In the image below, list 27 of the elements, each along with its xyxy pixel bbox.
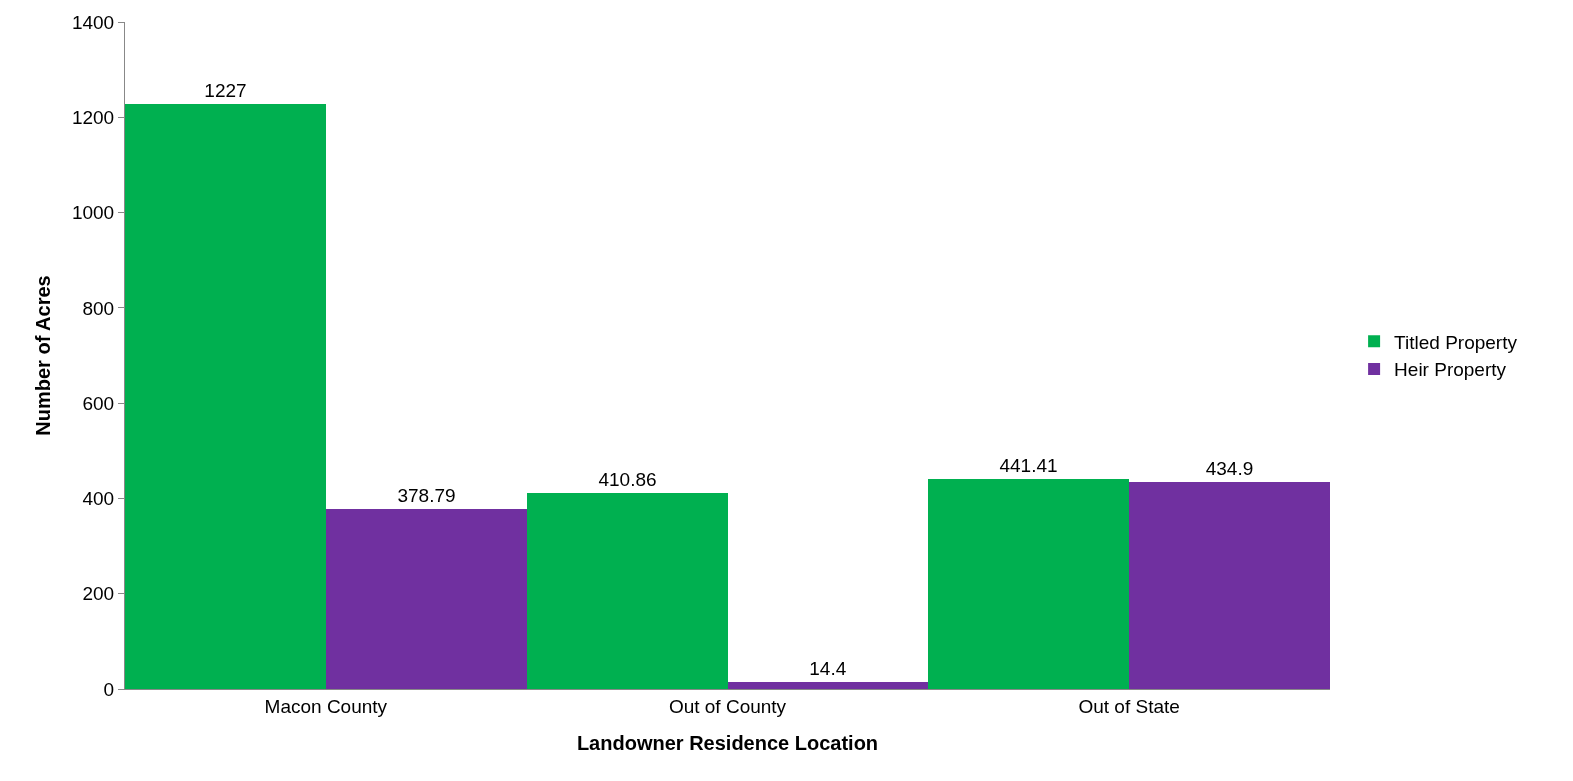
- x-tick-label: Out of State: [1078, 695, 1180, 717]
- y-tick-label: 800: [82, 297, 115, 319]
- data-label: 14.4: [809, 658, 847, 679]
- legend-label: Titled Property: [1394, 331, 1518, 353]
- y-tick-label: 1000: [71, 202, 115, 224]
- bar: [1129, 482, 1330, 689]
- legend-label: Heir Property: [1394, 359, 1507, 381]
- x-tick-label: Macon County: [264, 695, 388, 717]
- bar: [326, 509, 527, 689]
- bar: [928, 479, 1129, 689]
- bar: [125, 104, 326, 689]
- y-tick-label: 600: [82, 392, 115, 414]
- data-label: 434.9: [1205, 458, 1254, 479]
- bar: [527, 493, 728, 689]
- x-tick-label: Out of County: [668, 695, 787, 717]
- y-tick-label: 200: [82, 583, 115, 605]
- bar: [728, 682, 928, 689]
- y-tick-label: 1200: [71, 106, 115, 128]
- x-axis-title: Landowner Residence Location: [576, 732, 879, 755]
- data-label: 1227: [204, 80, 247, 101]
- y-axis-title: Number of Acres: [32, 275, 55, 436]
- y-tick-label: 1400: [71, 11, 115, 33]
- y-tick-label: 400: [82, 488, 115, 510]
- data-label: 378.79: [397, 485, 456, 506]
- data-label: 441.41: [999, 455, 1058, 476]
- data-label: 410.86: [598, 469, 657, 490]
- y-tick-label: 0: [103, 678, 115, 700]
